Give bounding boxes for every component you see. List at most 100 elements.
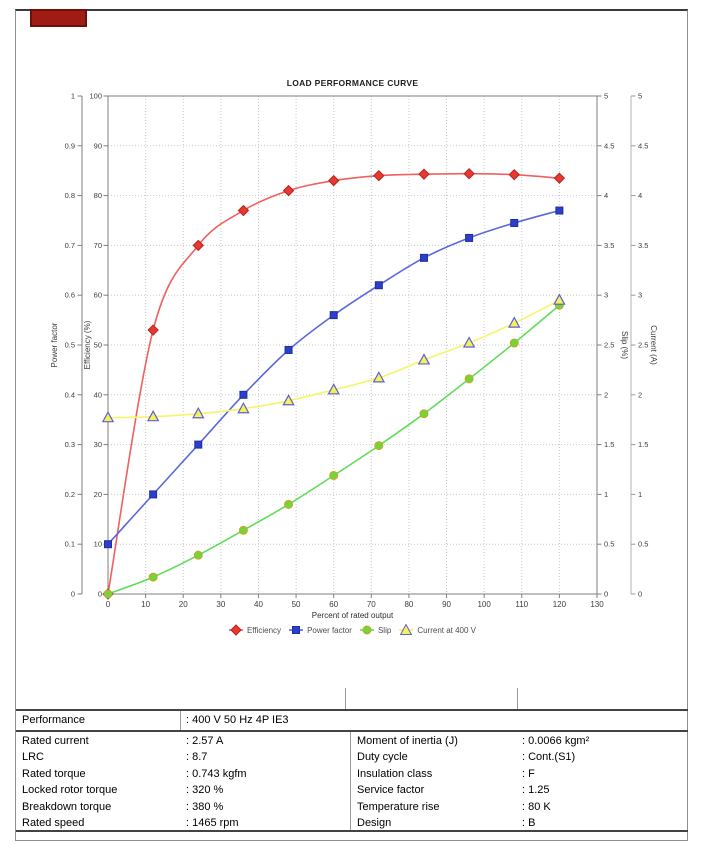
spec-value: : 80 K: [522, 800, 551, 813]
eff-tick-label: 20: [94, 490, 102, 499]
current-tick-label: 1.5: [638, 440, 648, 449]
marker-square: [555, 206, 564, 215]
marker-square: [149, 490, 158, 499]
slip-tick-label: 0.5: [604, 540, 614, 549]
pf-tick-label: 0.2: [65, 490, 75, 499]
marker-triangle: [101, 410, 115, 423]
slip-tick-label: 2.5: [604, 341, 614, 350]
performance-label: Performance: [22, 714, 85, 726]
marker-square: [239, 390, 248, 399]
marker-diamond: [327, 174, 340, 187]
eff-tick-label: 80: [94, 191, 102, 200]
marker-triangle: [192, 406, 205, 419]
marker-triangle: [417, 353, 431, 365]
slip-tick-label: 2: [604, 390, 608, 399]
spec-left-values: : 2.57 A: 8.7: 0.743 kgfm: 320 %: 380 %:…: [186, 733, 247, 831]
spec-label: Locked rotor torque: [22, 784, 118, 797]
x-tick-label: 80: [404, 600, 413, 609]
marker-square: [284, 345, 293, 354]
x-tick-label: 100: [477, 600, 491, 609]
spec-value: : F: [522, 767, 535, 780]
spec-label: Service factor: [357, 784, 425, 797]
pf-tick-label: 0.3: [65, 440, 75, 449]
spec-left-labels: Rated current LRC Rated torque Locked rotor…: [22, 733, 117, 831]
current-tick-label: 4: [638, 191, 642, 200]
marker-circle: [509, 338, 519, 348]
slip-tick-label: 3.5: [604, 241, 614, 250]
x-tick-label: 130: [590, 600, 604, 609]
marker-circle: [193, 550, 203, 560]
pf-tick-label: 0: [71, 590, 75, 599]
x-tick-label: 0: [106, 600, 111, 609]
marker-circle: [284, 499, 294, 509]
current-tick-label: 4.5: [638, 141, 648, 150]
marker-circle: [238, 525, 248, 535]
x-tick-label: 70: [367, 600, 376, 609]
marker-circle: [329, 470, 339, 480]
eff-axis-title: Efficiency (%): [83, 320, 92, 369]
slip-axis-title: Slip (%): [620, 331, 629, 359]
eff-tick-label: 10: [94, 540, 102, 549]
spec-value: : 320 %: [186, 784, 224, 797]
marker-triangle: [146, 409, 160, 422]
pf-tick-label: 0.7: [65, 241, 75, 250]
x-tick-label: 60: [329, 600, 338, 609]
slip-tick-label: 3: [604, 291, 608, 300]
x-tick-label: 20: [179, 600, 188, 609]
pf-tick-label: 0.8: [65, 191, 75, 200]
marker-diamond: [463, 167, 475, 180]
x-tick-label: 110: [515, 600, 528, 609]
table-divider: [517, 688, 518, 710]
marker-square: [329, 311, 338, 320]
spec-label: Rated speed: [22, 817, 85, 830]
spec-value: : 380 %: [186, 800, 224, 813]
table-border-top: [16, 709, 688, 711]
marker-diamond: [373, 169, 385, 182]
triangle-legend-icon: [399, 624, 414, 635]
marker-square: [465, 233, 474, 242]
marker-circle: [419, 409, 429, 419]
current-tick-label: 2.5: [638, 341, 648, 350]
plot-border: [107, 95, 598, 595]
legend-label: Efficiency: [246, 625, 282, 635]
marker-triangle: [237, 401, 250, 414]
marker-square: [419, 253, 428, 262]
performance-value: : 400 V 50 Hz 4P IE3: [186, 714, 289, 726]
pf-tick-label: 1: [71, 92, 75, 101]
spec-value: : 2.57 A: [186, 735, 224, 747]
spec-value: : 1465 rpm: [186, 817, 239, 830]
marker-diamond: [553, 172, 566, 184]
spec-value: : Cont.(S1): [522, 751, 576, 764]
marker-circle: [103, 589, 113, 599]
spec-label: Duty cycle: [357, 751, 408, 764]
spec-label: Breakdown torque: [22, 800, 112, 813]
spec-label: LRC: [22, 751, 45, 764]
marker-triangle: [327, 383, 340, 395]
red-mark-box: [30, 9, 87, 27]
marker-diamond: [237, 204, 250, 217]
square-legend-icon: [289, 626, 304, 634]
spec-label: Temperature rise: [357, 800, 440, 813]
spec-label: Rated current: [22, 735, 89, 747]
eff-tick-label: 70: [94, 241, 102, 250]
legend-item: Slip: [359, 624, 391, 636]
x-tick-label: 30: [216, 600, 225, 609]
marker-triangle: [508, 316, 521, 328]
x-tick-label: 40: [254, 600, 263, 609]
marker-diamond: [282, 184, 295, 197]
marker-square: [104, 540, 112, 549]
spec-value: : 0.743 kgfm: [186, 767, 247, 780]
spec-label: Rated torque: [22, 767, 86, 780]
eff-tick-label: 100: [89, 92, 102, 101]
x-tick-label: 120: [553, 600, 567, 609]
current-tick-label: 3: [638, 291, 642, 300]
x-tick-label: 50: [292, 600, 301, 609]
table-divider: [345, 688, 346, 710]
marker-diamond: [418, 168, 430, 180]
circle-legend-icon: [359, 625, 374, 635]
table-divider: [350, 732, 351, 831]
legend-item: Power factor: [288, 624, 352, 636]
table-border-bottom: [16, 830, 688, 832]
